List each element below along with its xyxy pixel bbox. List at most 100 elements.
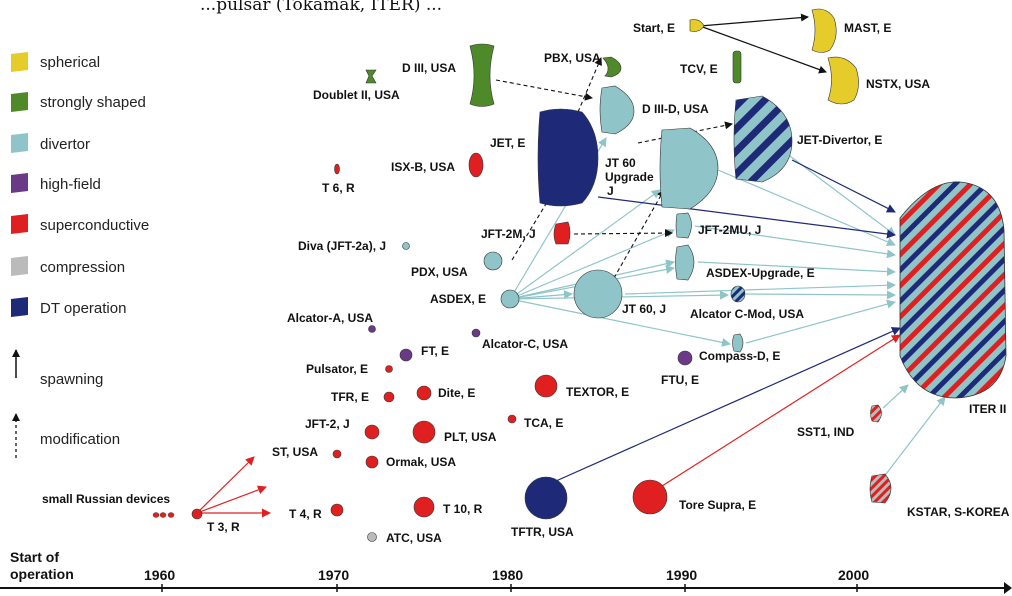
device-alcator-a: [368, 325, 376, 333]
device-ft: [399, 348, 413, 362]
label-textor: TEXTOR, E: [566, 385, 629, 399]
spawn-arrow: [509, 189, 661, 300]
legend-label-dt-operation: DT operation: [40, 300, 126, 317]
legend-swatch-compression: [11, 256, 28, 276]
legend-label-compression: compression: [40, 259, 125, 276]
label-nstx: NSTX, USA: [866, 77, 930, 91]
device-d3d: [599, 85, 635, 135]
spawn-arrow: [699, 25, 827, 74]
device-jet: [537, 108, 599, 207]
device-tfr: [383, 391, 395, 403]
spawn-arrow: [196, 485, 267, 514]
label-jft2mu: JFT-2MU, J: [698, 223, 761, 237]
spawn-arrow: [597, 196, 896, 239]
legend-label-superconductive: superconductive: [40, 217, 149, 234]
legend-swatch-strongly-shaped: [11, 92, 28, 112]
axis-year-label: 1990: [666, 567, 697, 583]
label-mast: MAST, E: [844, 21, 891, 35]
label-small-russian: small Russian devices: [42, 492, 170, 506]
axis-year-label: 1960: [144, 567, 175, 583]
label-ftu: FTU, E: [661, 373, 699, 387]
label-tca: TCA, E: [524, 416, 563, 430]
spawn-arrow: [699, 13, 809, 27]
spawn-arrow: [745, 299, 896, 344]
modification-arrow: [511, 193, 553, 261]
legend-label-high-field: high-field: [40, 176, 101, 193]
label-jt60u-line3: J: [607, 184, 614, 198]
legend: spherical strongly shaped divertor high-…: [11, 52, 149, 458]
device-jt60: [573, 269, 623, 319]
legend-label-divertor: divertor: [40, 136, 90, 153]
devices: small Russian devices T 3, R T 4, R T 10…: [42, 8, 1010, 545]
label-ormak: Ormak, USA: [386, 455, 456, 469]
label-pdx: PDX, USA: [411, 265, 468, 279]
spawn-arrow: [791, 159, 896, 213]
label-asdex: ASDEX, E: [430, 292, 486, 306]
label-d3d: D III-D, USA: [642, 102, 709, 116]
label-toresupra: Tore Supra, E: [679, 498, 756, 512]
legend-label-modification: modification: [40, 431, 120, 448]
axis-year-label: 1970: [318, 567, 349, 583]
label-pulsator: Pulsator, E: [306, 362, 368, 376]
device-asdex: [500, 289, 520, 309]
label-st: ST, USA: [272, 445, 318, 459]
label-t10: T 10, R: [443, 502, 483, 516]
label-plt: PLT, USA: [444, 430, 497, 444]
device-tftr: [524, 476, 568, 520]
legend-swatch-superconductive: [11, 214, 28, 234]
legend-label-spawning: spawning: [40, 371, 103, 388]
time-axis: Start of operation 1960 1970 1980 1990 2…: [0, 549, 1012, 594]
label-compassd: Compass-D, E: [699, 349, 780, 363]
device-alcatorcmod: [730, 285, 746, 303]
label-jt60u-line1: JT 60: [605, 156, 636, 170]
modification-arrow: [577, 57, 602, 113]
spawn-arrow: [509, 298, 731, 347]
spawn-arrow: [694, 225, 896, 259]
device-alcator-c: [471, 328, 481, 338]
spawn-arrow: [650, 334, 901, 494]
device-textor: [534, 374, 558, 398]
axis-title-line2: operation: [10, 566, 74, 582]
label-start: Start, E: [633, 21, 675, 35]
label-iter: ITER II: [969, 402, 1006, 416]
modification-arrow: [573, 229, 673, 238]
label-t6: T 6, R: [322, 181, 355, 195]
axis-title-line1: Start of: [10, 549, 59, 565]
device-small-russian: [152, 512, 160, 518]
device-t3: [191, 508, 203, 520]
device-jetdiv: [733, 95, 793, 183]
device-mast: [811, 8, 837, 53]
label-jt60u-line2: Upgrade: [605, 170, 654, 184]
modification-arrow: [495, 79, 593, 101]
device-diva: [402, 242, 410, 250]
label-jetdiv: JET-Divertor, E: [797, 133, 882, 147]
device-pbx: [602, 56, 622, 78]
device-asdexu: [675, 244, 695, 281]
label-alcatorcmod: Alcator C-Mod, USA: [690, 307, 804, 321]
device-jft2m: [553, 221, 571, 245]
device-d3: [469, 43, 495, 107]
spawn-arrow: [624, 280, 896, 295]
spawn-arrow: [717, 169, 896, 247]
label-tcv: TCV, E: [680, 62, 718, 76]
axis-year-label: 2000: [838, 567, 869, 583]
device-jft2mu: [675, 212, 692, 239]
label-doublet: Doublet II, USA: [313, 88, 400, 102]
label-jt60: JT 60, J: [622, 302, 666, 316]
device-pdx: [483, 251, 503, 271]
device-small-russian: [167, 512, 175, 518]
spawn-arrow: [196, 456, 255, 514]
device-t6: [334, 163, 340, 175]
device-tcv: [732, 50, 742, 84]
label-pbx: PBX, USA: [544, 51, 601, 65]
device-small-russian: [159, 512, 167, 518]
legend-label-strongly-shaped: strongly shaped: [40, 94, 146, 111]
label-t4: T 4, R: [289, 507, 322, 521]
label-tfr: TFR, E: [331, 390, 369, 404]
device-doublet: [365, 69, 377, 84]
device-isxb: [468, 152, 484, 178]
legend-swatch-dt-operation: [11, 297, 28, 317]
device-t4: [330, 503, 344, 517]
